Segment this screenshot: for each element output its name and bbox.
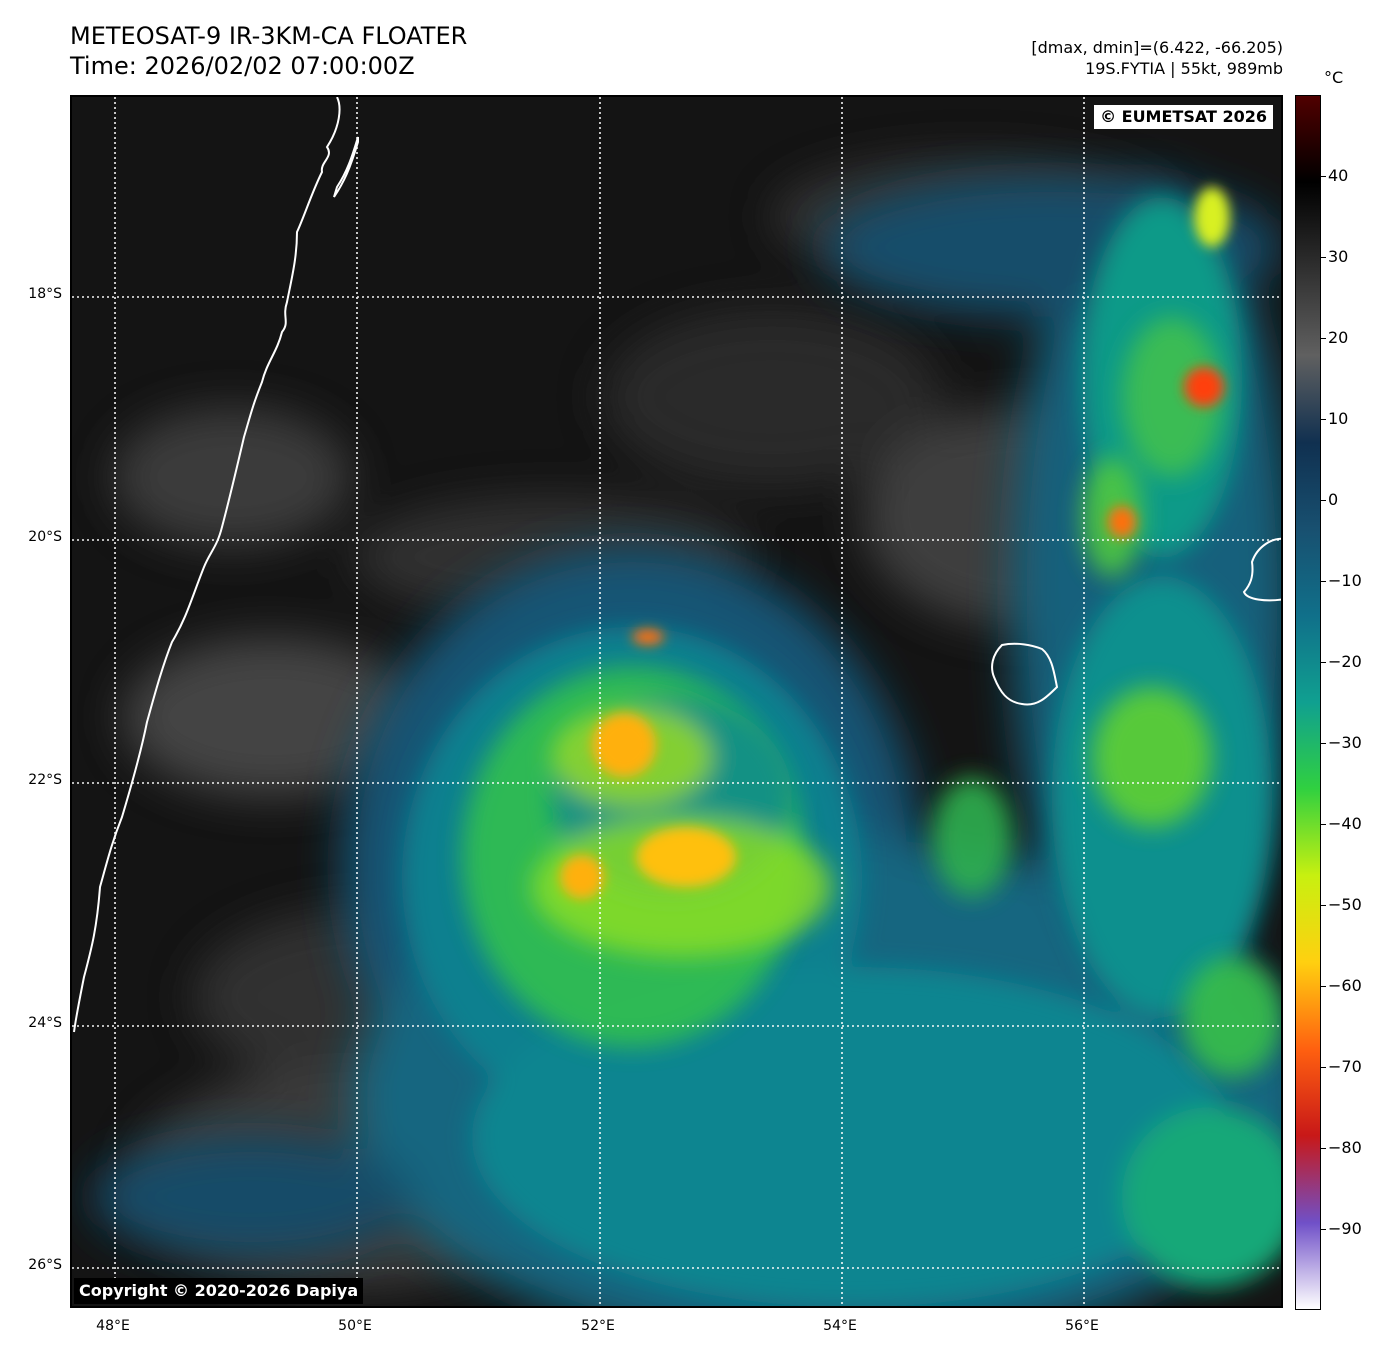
colorbar-tick — [1321, 824, 1326, 825]
copyright-badge: Copyright © 2020-2026 Dapiya — [74, 1278, 364, 1304]
colorbar-unit: °C — [1324, 68, 1344, 87]
lon-label-54e: 54°E — [823, 1318, 857, 1334]
colorbar-tick — [1321, 338, 1326, 339]
colorbar-tick — [1321, 581, 1326, 582]
colorbar-tick-label: 30 — [1328, 247, 1349, 266]
satellite-image — [72, 97, 1281, 1306]
colorbar-tick-label: −30 — [1328, 733, 1362, 752]
colorbar-tick-label: −70 — [1328, 1057, 1362, 1076]
eumetsat-badge: © EUMETSAT 2026 — [1094, 105, 1273, 129]
colorbar-tick — [1321, 1148, 1326, 1149]
colorbar-tick — [1321, 176, 1326, 177]
colorbar-tick-label: 20 — [1328, 328, 1349, 347]
colorbar-tick — [1321, 905, 1326, 906]
lon-label-50e: 50°E — [338, 1318, 372, 1334]
map-time: Time: 2026/02/02 07:00:00Z — [70, 52, 415, 80]
lat-label-24s: 24°S — [28, 1015, 62, 1031]
colorbar-tick-label: 10 — [1328, 409, 1349, 428]
colorbar-tick-label: −20 — [1328, 652, 1362, 671]
colorbar-tick — [1321, 257, 1326, 258]
lat-label-18s: 18°S — [28, 286, 62, 302]
colorbar-tick — [1321, 986, 1326, 987]
colorbar-tick-label: −60 — [1328, 976, 1362, 995]
lon-label-52e: 52°E — [581, 1318, 615, 1334]
lat-label-20s: 20°S — [28, 529, 62, 545]
colorbar-tick — [1321, 662, 1326, 663]
map-title: METEOSAT-9 IR-3KM-CA FLOATER — [70, 22, 468, 50]
colorbar-tick-label: −90 — [1328, 1219, 1362, 1238]
colorbar-tick — [1321, 419, 1326, 420]
lat-label-22s: 22°S — [28, 772, 62, 788]
colorbar-tick-label: 40 — [1328, 166, 1349, 185]
dmax-dmin-text: [dmax, dmin]=(6.422, -66.205) — [1031, 38, 1283, 57]
satellite-map: © EUMETSAT 2026 Copyright © 2020-2026 Da… — [70, 95, 1283, 1308]
colorbar-tick-label: −40 — [1328, 814, 1362, 833]
colorbar-tick-label: −10 — [1328, 571, 1362, 590]
colorbar-tick-label: −50 — [1328, 895, 1362, 914]
colorbar-tick-label: −80 — [1328, 1138, 1362, 1157]
lon-label-56e: 56°E — [1065, 1318, 1099, 1334]
lon-label-48e: 48°E — [96, 1318, 130, 1334]
colorbar-tick — [1321, 1229, 1326, 1230]
colorbar-tick — [1321, 743, 1326, 744]
colorbar-tick — [1321, 500, 1326, 501]
colorbar — [1295, 95, 1321, 1310]
storm-info-text: 19S.FYTIA | 55kt, 989mb — [1085, 59, 1283, 78]
colorbar-tick-label: 0 — [1328, 490, 1339, 509]
lat-label-26s: 26°S — [28, 1257, 62, 1273]
colorbar-tick — [1321, 1067, 1326, 1068]
